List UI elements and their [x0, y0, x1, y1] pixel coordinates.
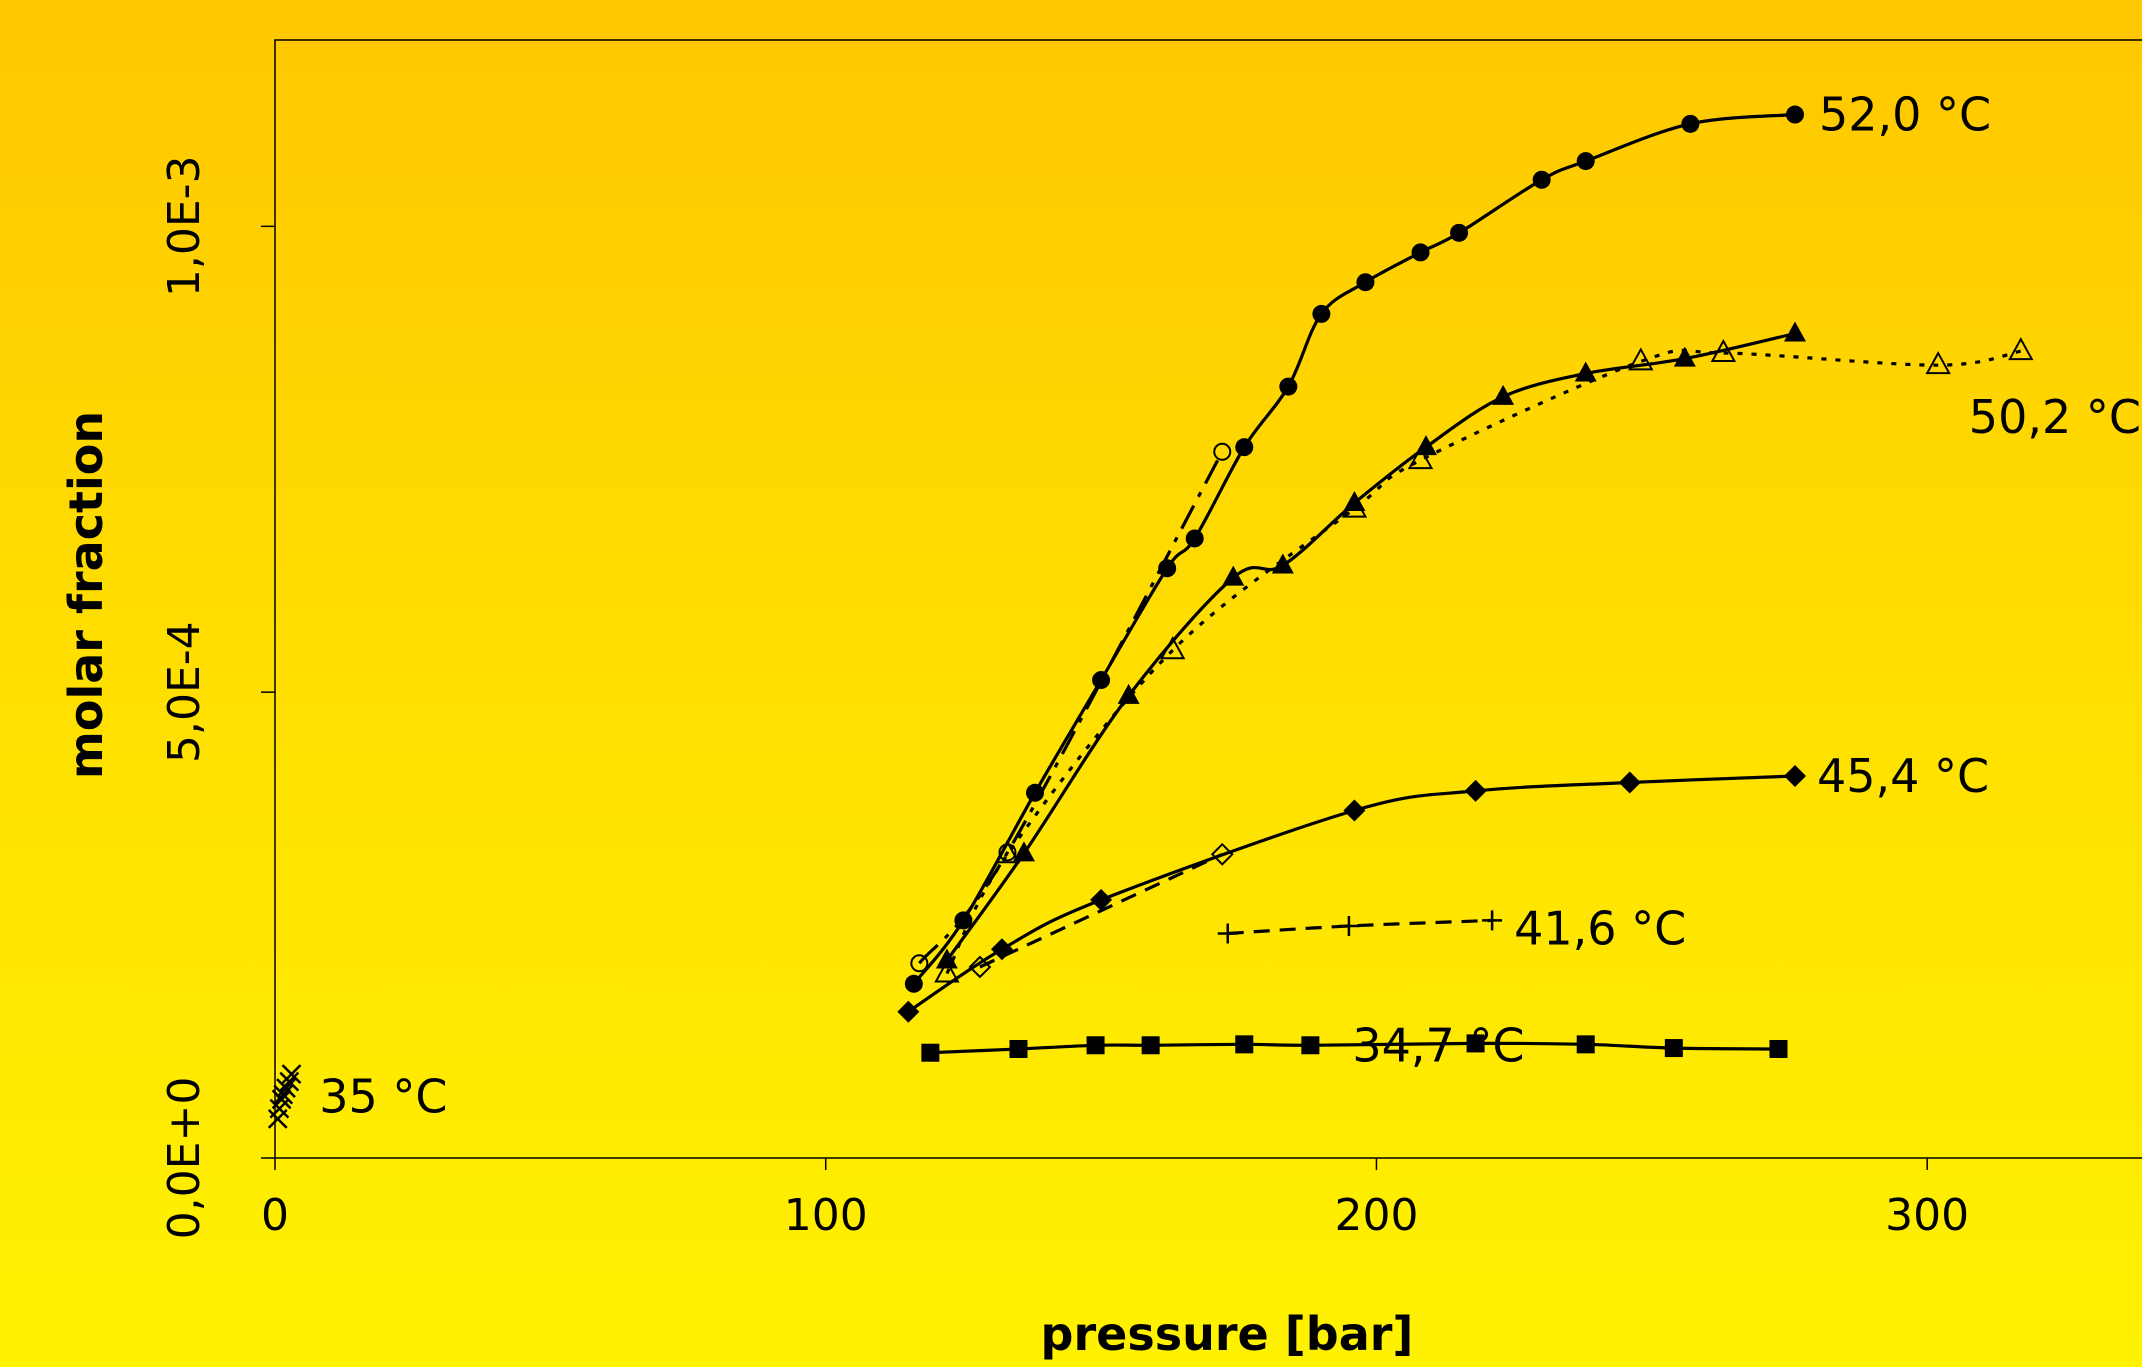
y-axis: 0,0E+0 5,0E-4 1,0E-3 [159, 156, 275, 1240]
data-point [1769, 1039, 1788, 1058]
data-point [921, 1043, 940, 1062]
data-point [994, 840, 1021, 864]
data-point [1576, 1035, 1595, 1054]
x-tick-label: 0 [261, 1190, 289, 1241]
data-point [1673, 346, 1696, 367]
series-label: 35 °C [319, 1070, 447, 1124]
data-point [897, 1000, 920, 1023]
data-point [968, 955, 992, 979]
series-7-line [1227, 918, 1493, 936]
x-axis: 0 100 200 300 [261, 1158, 1969, 1241]
data-point [2008, 337, 2034, 361]
data-point [1628, 347, 1654, 371]
data-point [1574, 361, 1597, 382]
data-point [1279, 377, 1298, 396]
data-point [1090, 888, 1113, 911]
series-2-line [918, 451, 1224, 965]
data-point [990, 938, 1013, 961]
data-point [279, 1071, 300, 1092]
data-point [1086, 1036, 1105, 1055]
series-9 [267, 1064, 302, 1129]
series-6 [968, 842, 1234, 979]
series-2 [910, 442, 1232, 973]
data-point [1681, 114, 1700, 133]
data-point [1159, 636, 1186, 660]
data-point [935, 948, 958, 969]
data-point [1343, 799, 1366, 822]
series-label: 52,0 °C [1819, 88, 1991, 142]
series-layer [267, 105, 2034, 1129]
data-point [1141, 1036, 1160, 1055]
data-point [1222, 565, 1245, 586]
data-point [1312, 304, 1331, 323]
data-point [273, 1084, 294, 1105]
data-point [1271, 553, 1294, 574]
data-point [1784, 765, 1806, 788]
data-point [1356, 273, 1375, 292]
y-axis-title: molar fraction [59, 411, 113, 779]
data-point [276, 1078, 296, 1099]
data-point [1710, 338, 1737, 363]
data-point [271, 1089, 292, 1110]
data-point [1343, 491, 1366, 512]
data-point [1532, 170, 1551, 189]
series-8 [921, 1034, 1788, 1062]
data-point [1235, 1035, 1254, 1054]
x-axis-title: pressure [bar] [1041, 1307, 1414, 1361]
data-point [1213, 442, 1232, 461]
data-point [1450, 223, 1469, 242]
data-point [1217, 923, 1238, 944]
data-point [1012, 841, 1035, 862]
data-point [998, 843, 1017, 862]
data-point [1466, 1034, 1485, 1053]
data-point [1301, 1036, 1320, 1055]
data-point [1925, 351, 1951, 375]
data-point [1338, 916, 1359, 937]
y-tick-label: 1,0E-3 [159, 156, 210, 298]
data-point [1576, 152, 1595, 171]
plot-frame [274, 39, 2142, 1159]
data-point [1009, 1039, 1028, 1058]
series-4-line [945, 348, 2022, 975]
series-6-line [979, 852, 1223, 969]
data-point [1407, 446, 1434, 470]
series-3 [935, 321, 1806, 969]
x-tick-label: 200 [1334, 1190, 1418, 1241]
data-point [1784, 321, 1806, 342]
data-point [1464, 779, 1487, 802]
series-label-layer: 52,0 °C 50,2 °C 45,4 °C 41,6 °C 34,7 °C 35 °C [319, 88, 2141, 1124]
data-point [1341, 494, 1368, 518]
data-point [1664, 1039, 1683, 1058]
data-point [1185, 529, 1204, 548]
data-point [934, 959, 960, 983]
data-point [904, 974, 923, 993]
data-point [1482, 910, 1503, 931]
data-point [1492, 384, 1515, 405]
series-1 [904, 105, 1804, 993]
series-label: 45,4 °C [1817, 749, 1989, 803]
y-tick-label: 5,0E-4 [159, 621, 210, 763]
series-label: 50,2 °C [1969, 390, 2141, 444]
data-point [1210, 842, 1234, 866]
series-label: 34,7 °C [1352, 1018, 1524, 1072]
data-point [910, 954, 929, 973]
series-4 [934, 337, 2034, 983]
series-7 [1217, 910, 1503, 944]
data-point [1786, 105, 1804, 124]
plot-area [274, 39, 2142, 1159]
data-point [281, 1064, 302, 1085]
data-point [1117, 683, 1140, 704]
series-label: 41,6 °C [1514, 901, 1686, 955]
data-point [1235, 438, 1254, 457]
series-1-line [912, 112, 1796, 985]
x-tick-label: 300 [1885, 1190, 1969, 1241]
x-tick-label: 100 [784, 1190, 868, 1241]
y-tick-label: 0,0E+0 [159, 1077, 210, 1240]
data-point [1411, 243, 1430, 262]
series-5 [897, 765, 1806, 1023]
series-3-line [945, 331, 1796, 962]
data-point [1092, 671, 1111, 690]
data-point [1618, 771, 1641, 794]
